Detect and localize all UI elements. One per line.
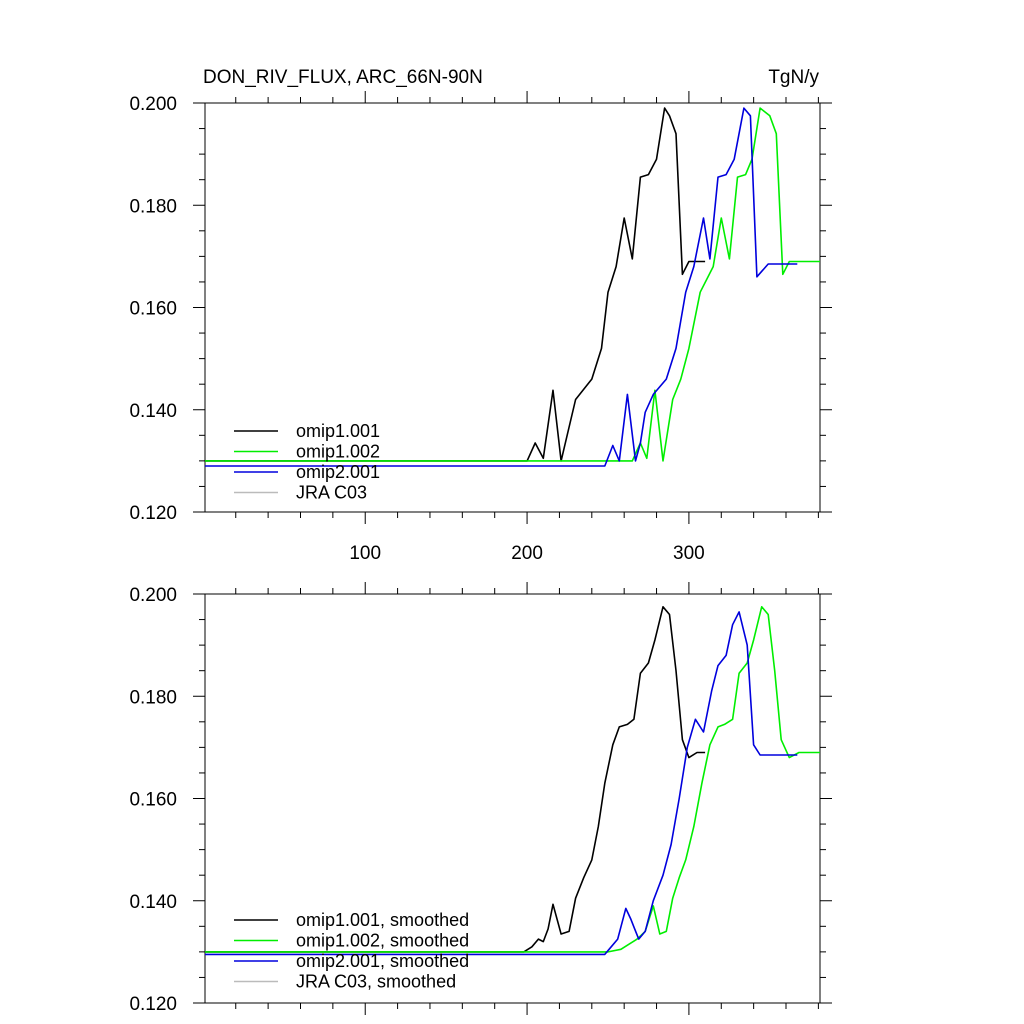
series-line-1 [205,107,820,462]
y-tick-label: 0.160 [129,299,177,320]
legend-label: omip1.001 [296,421,380,441]
series-line-0 [205,605,706,953]
series-line-2 [205,611,798,956]
y-tick-label: 0.120 [129,503,177,524]
legend-label: omip1.002, smoothed [296,931,469,951]
legend-label: JRA C03 [296,483,367,503]
y-tick-label: 0.120 [129,994,177,1015]
x-tick-label: 100 [349,543,381,564]
legend-label: omip1.002 [296,442,380,462]
legend-label: omip2.001 [296,462,380,482]
legend-label: omip2.001, smoothed [296,951,469,971]
y-tick-label: 0.140 [129,892,177,913]
y-tick-label: 0.140 [129,401,177,422]
top-panel: DON_RIV_FLUX, ARC_66N-90N TgN/y 0.1200.1… [129,67,832,564]
legend-label: omip1.001, smoothed [296,910,469,930]
units-label: TgN/y [768,67,819,88]
y-tick-label: 0.200 [129,94,177,115]
bottom-panel: 0.120 0.140 0.160 0.180 0.200 omip1.001, smoo… [129,582,832,1015]
y-tick-label: 0.180 [129,687,177,708]
y-tick-label: 0.160 [129,790,177,811]
series-line-0 [205,107,706,462]
x-tick-label: 200 [511,543,543,564]
plot-area: 0.120 0.140 0.160 0.180 0.200 100 200 300 omip1.… [129,91,832,564]
y-tick-label: 0.200 [129,585,177,606]
x-tick-label: 300 [673,543,705,564]
y-tick-label: 0.180 [129,196,177,217]
legend-label: JRA C03, smoothed [296,972,456,992]
plot-area: 0.120 0.140 0.160 0.180 0.200 omip1.001, smoo… [129,582,832,1015]
chart-title: DON_RIV_FLUX, ARC_66N-90N [203,67,483,88]
series-line-2 [205,107,798,467]
